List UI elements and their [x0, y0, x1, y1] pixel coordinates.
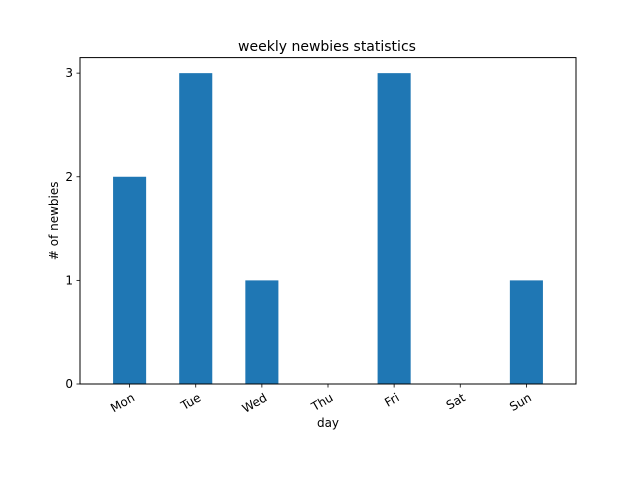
bar-sun	[509, 280, 543, 384]
x-tick-label-fri: Fri	[382, 390, 401, 409]
bars-group	[113, 73, 543, 385]
bar-fri	[377, 73, 411, 385]
y-tick-label: 1	[65, 273, 73, 287]
x-axis-label: day	[317, 416, 339, 430]
y-tick-label: 2	[65, 170, 73, 184]
y-axis-ticks: 0 1 2 3	[65, 66, 80, 391]
y-tick-label: 0	[65, 377, 73, 391]
bar-tue	[179, 73, 213, 385]
bar-wed	[245, 280, 279, 384]
chart-title: weekly newbies statistics	[238, 39, 416, 55]
y-tick-label: 3	[65, 66, 73, 80]
y-axis-label: # of newbies	[47, 181, 61, 260]
bar-mon	[113, 176, 147, 384]
